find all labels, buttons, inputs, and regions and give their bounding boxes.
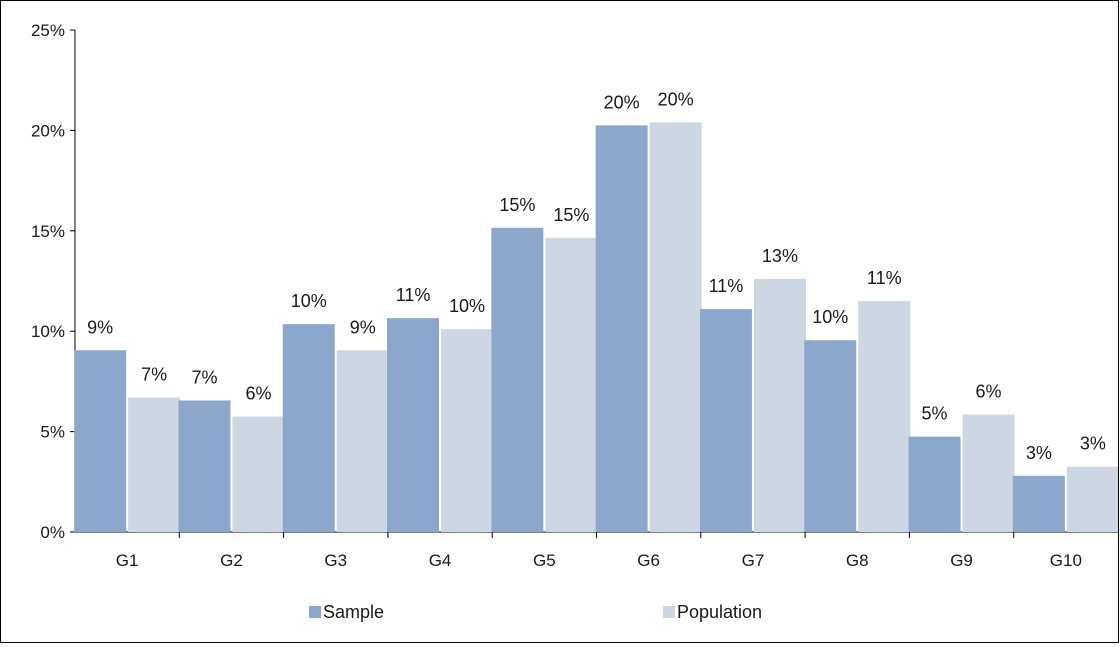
legend-label: Sample	[323, 602, 384, 622]
data-labels: 9% 7% 7% 6% 10% 9% 11% 10% 15% 15% 20% 20% 11% 13% 10%…	[87, 89, 1106, 462]
x-tick-label: G6	[637, 551, 660, 570]
data-label: 11%	[867, 268, 902, 288]
bar-sample	[699, 309, 752, 532]
x-tick-label: G7	[742, 551, 765, 570]
x-tick-label: G2	[220, 551, 243, 570]
data-label: 10%	[291, 291, 327, 311]
data-label: 3%	[1080, 434, 1106, 454]
data-label: 20%	[604, 92, 640, 112]
bar-sample	[387, 318, 440, 532]
y-tick-label: 25%	[31, 21, 65, 40]
bars	[74, 122, 1119, 533]
data-label: 15%	[499, 195, 535, 215]
data-label: 6%	[976, 382, 1002, 402]
data-label: 15%	[553, 205, 589, 225]
y-tick-label: 0%	[40, 523, 65, 542]
x-tick-label: G4	[429, 551, 452, 570]
y-tick-label: 15%	[31, 222, 65, 241]
data-label: 10%	[449, 296, 485, 316]
bar-population	[545, 237, 598, 532]
data-label: 7%	[191, 367, 217, 387]
x-tick-label: G10	[1050, 551, 1082, 570]
legend-swatch-population	[663, 606, 675, 618]
y-tick-label: 10%	[31, 322, 65, 341]
data-label: 6%	[245, 384, 271, 404]
x-tick-label: G1	[116, 551, 139, 570]
data-label: 7%	[141, 364, 167, 384]
bar-population	[441, 329, 494, 532]
bar-sample	[804, 340, 857, 532]
bar-sample	[74, 350, 127, 532]
y-tick-label: 5%	[40, 423, 65, 442]
x-tick-label: G8	[846, 551, 869, 570]
y-tick-label: 20%	[31, 121, 65, 140]
bar-population	[753, 278, 806, 532]
bar-sample	[491, 227, 544, 532]
bar-population	[1066, 466, 1119, 532]
data-label: 20%	[658, 89, 694, 109]
bar-sample	[595, 125, 648, 532]
data-label: 10%	[812, 307, 848, 327]
bar-population	[962, 414, 1015, 532]
bar-sample	[1012, 475, 1065, 532]
legend: Sample Population	[309, 602, 762, 622]
data-label: 9%	[350, 317, 376, 337]
legend-label: Population	[677, 602, 762, 622]
data-label: 9%	[87, 317, 113, 337]
data-label: 5%	[922, 404, 948, 424]
bar-population	[336, 350, 389, 532]
legend-swatch-sample	[309, 606, 321, 618]
x-tick-label: G9	[950, 551, 973, 570]
data-label: 13%	[762, 246, 798, 266]
bar-population	[858, 301, 911, 532]
bar-sample	[178, 400, 231, 532]
data-label: 3%	[1026, 443, 1052, 463]
bar-population	[232, 416, 285, 532]
data-label: 11%	[709, 276, 744, 296]
x-tick-label: G5	[533, 551, 556, 570]
axes: 0% 5% 10% 15% 20% 25% G1 G2 G3 G4 G5 G6 G7 G8 G9 G10	[31, 21, 1118, 570]
bar-population	[128, 397, 181, 532]
data-label: 11%	[396, 285, 431, 305]
bar-sample	[908, 436, 961, 532]
bar-population	[649, 122, 702, 533]
x-tick-label: G3	[324, 551, 347, 570]
bar-sample	[282, 324, 335, 532]
